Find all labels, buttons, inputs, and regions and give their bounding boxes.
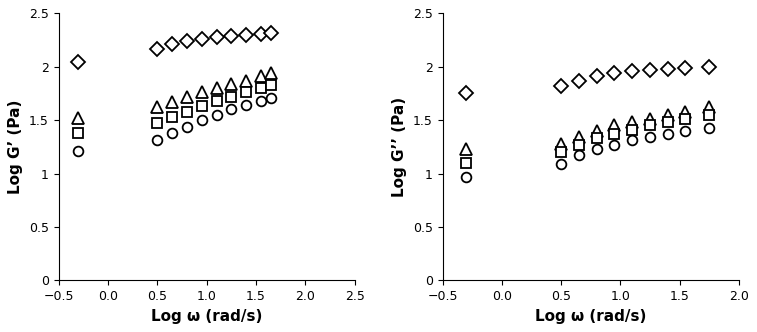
X-axis label: Log ω (rad/s): Log ω (rad/s) bbox=[535, 309, 646, 324]
Y-axis label: Log G’’ (Pa): Log G’’ (Pa) bbox=[392, 97, 407, 197]
Y-axis label: Log G’ (Pa): Log G’ (Pa) bbox=[8, 100, 23, 194]
X-axis label: Log ω (rad/s): Log ω (rad/s) bbox=[151, 309, 263, 324]
